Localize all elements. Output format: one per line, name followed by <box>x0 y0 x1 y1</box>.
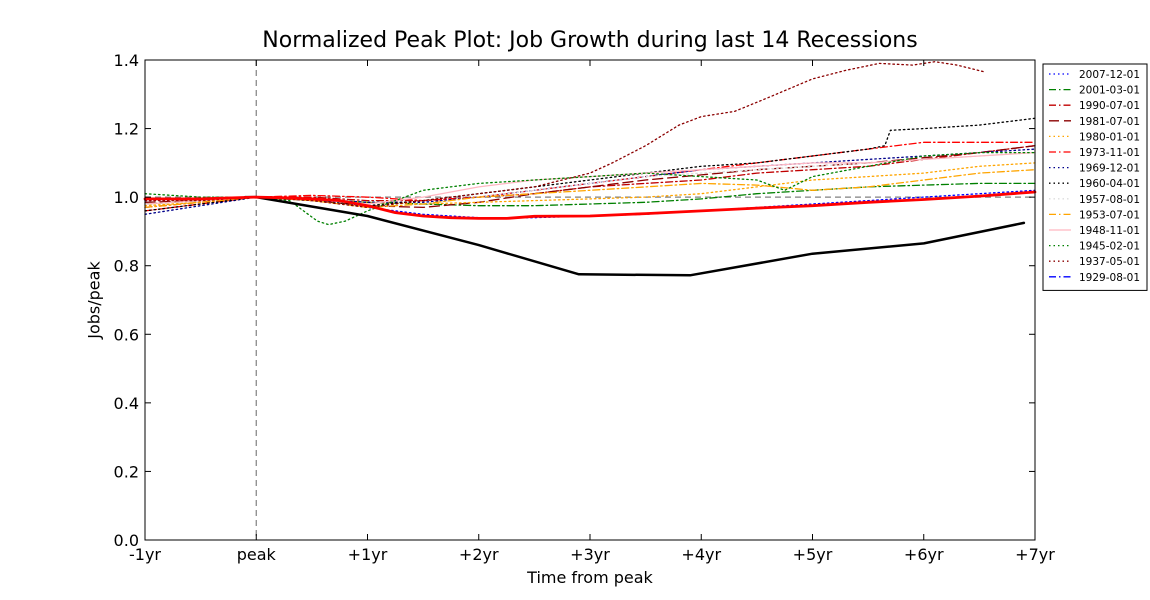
x-tick-label: +6yr <box>904 545 944 564</box>
y-tick-label: 0.6 <box>114 325 139 344</box>
chart-title: Normalized Peak Plot: Job Growth during … <box>262 28 918 53</box>
legend: 2007-12-01 2001-03-01 1990-07-01 1981-07-01… <box>1042 63 1148 291</box>
x-axis-label: Time from peak <box>527 568 653 587</box>
legend-entry: 2001-03-01 <box>1079 85 1140 97</box>
legend-entry: 1969-12-01 <box>1079 163 1140 175</box>
plot-frame <box>144 59 1036 541</box>
x-tick-label: +2yr <box>459 545 499 564</box>
legend-entry: 1948-11-01 <box>1079 225 1140 237</box>
x-tick-label: +5yr <box>793 545 833 564</box>
y-tick-label: 1.0 <box>114 188 139 207</box>
series-lines <box>143 61 1037 277</box>
x-tick-label: +1yr <box>348 545 388 564</box>
y-tick-label: 0.4 <box>114 394 139 413</box>
legend-entry: 1957-08-01 <box>1079 194 1140 206</box>
legend-entry: 1990-07-01 <box>1079 100 1140 112</box>
y-tick-label: 0.0 <box>114 531 139 550</box>
series-line-1945-02-01 <box>144 151 1036 226</box>
legend-entry: 1937-05-01 <box>1079 256 1140 268</box>
series-line-1929-08-01 <box>255 196 1025 276</box>
legend-entry: 2007-12-01 <box>1079 69 1140 81</box>
legend-entry: 1981-07-01 <box>1079 116 1140 128</box>
y-tick-label: 1.2 <box>114 120 139 139</box>
series-line-15 <box>143 190 1037 220</box>
x-tick-label: +7yr <box>1015 545 1055 564</box>
y-tick-label: 0.8 <box>114 257 139 276</box>
y-tick-label: 0.2 <box>114 462 139 481</box>
series-line-14 <box>243 195 1026 277</box>
x-tick-label: peak <box>237 545 277 564</box>
axes: -1yr peak +1yr +2yr +3yr +4yr +5yr +6yr +7yr 0.0 0… <box>114 51 1056 564</box>
legend-entry: 1973-11-01 <box>1079 147 1140 159</box>
legend-box <box>1042 63 1148 291</box>
series-line-1937-05-01 <box>144 61 986 209</box>
legend-entry: 1929-08-01 <box>1079 272 1140 284</box>
legend-entry: 1953-07-01 <box>1079 209 1140 221</box>
x-tick-label: +4yr <box>681 545 721 564</box>
legend-entry: 1980-01-01 <box>1079 131 1140 143</box>
y-tick-label: 1.4 <box>114 51 139 70</box>
x-tick-label: +3yr <box>570 545 610 564</box>
reference-lines <box>145 60 1035 540</box>
legend-entry: 1945-02-01 <box>1079 241 1140 253</box>
x-tick-label: -1yr <box>129 545 161 564</box>
legend-entry: 1960-04-01 <box>1079 178 1140 190</box>
